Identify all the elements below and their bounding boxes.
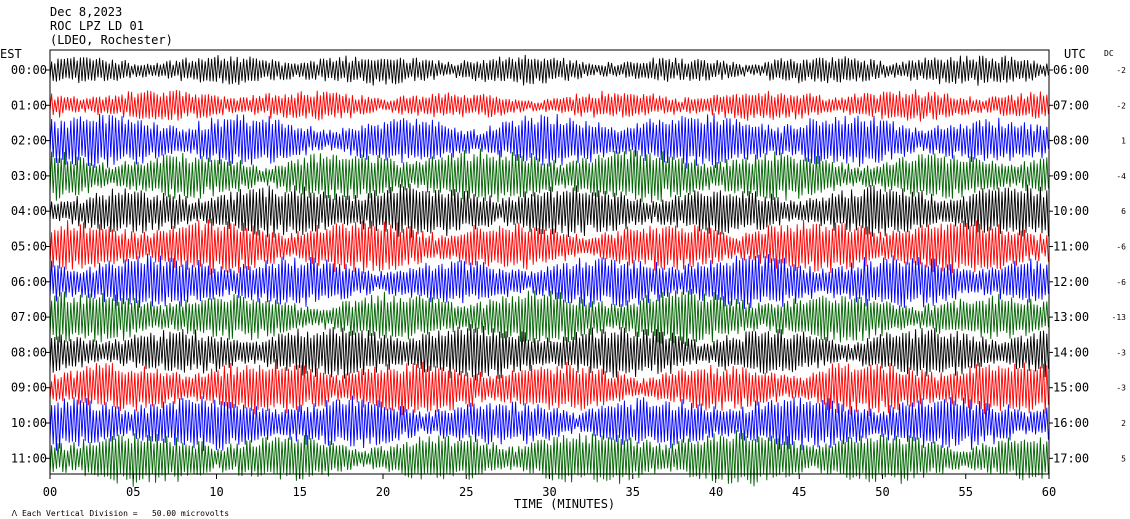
header-network: (LDEO, Rochester) <box>50 33 173 47</box>
x-tick-label: 20 <box>376 485 390 499</box>
row-dc-value: -6 <box>1116 278 1126 287</box>
row-dc-value: -13 <box>1112 313 1127 322</box>
row-label-utc: 17:00 <box>1053 451 1089 465</box>
row-dc-value: 1 <box>1121 137 1126 146</box>
trace-layer <box>49 54 1049 487</box>
row-label-utc: 09:00 <box>1053 169 1089 183</box>
x-tick-label: 55 <box>959 485 973 499</box>
x-tick-label: 50 <box>875 485 889 499</box>
footer-text: Each Vertical Division = 50.00 microvolt… <box>21 509 230 518</box>
x-tick-label: 10 <box>209 485 223 499</box>
trace-row-0100 <box>49 89 1049 122</box>
trace-row-0200 <box>49 113 1049 169</box>
row-dc-value: 6 <box>1121 207 1126 216</box>
row-label-utc: 07:00 <box>1053 98 1089 112</box>
row-label-local: 01:00 <box>11 98 47 112</box>
row-label-local: 10:00 <box>11 416 47 430</box>
row-dc-value: 2 <box>1121 419 1126 428</box>
row-label-local: 02:00 <box>11 134 47 148</box>
x-tick-label: 35 <box>626 485 640 499</box>
row-dc-value: -3 <box>1116 384 1126 393</box>
footer-note: ᐱ Each Vertical Division = 50.00 microvo… <box>2 500 229 518</box>
row-label-local: 00:00 <box>11 63 47 77</box>
x-tick-label: 40 <box>709 485 723 499</box>
trace-row-0400 <box>49 183 1049 238</box>
row-label-local: 11:00 <box>11 451 47 465</box>
row-dc-value: -2 <box>1116 101 1126 110</box>
x-tick-label: 15 <box>293 485 307 499</box>
trace-row-0300 <box>49 148 1049 203</box>
x-tick-label: 45 <box>792 485 806 499</box>
trace-row-0900 <box>49 359 1049 416</box>
x-tick-label: 00 <box>43 485 57 499</box>
x-tick-label: 25 <box>459 485 473 499</box>
x-tick-label: 30 <box>542 485 556 499</box>
row-label-utc: 15:00 <box>1053 381 1089 395</box>
row-label-utc: 13:00 <box>1053 310 1089 324</box>
row-label-local: 06:00 <box>11 275 47 289</box>
right-axis-title: UTC <box>1064 47 1086 61</box>
trace-row-0600 <box>49 253 1049 309</box>
trace-row-0700 <box>49 288 1049 346</box>
row-label-local: 09:00 <box>11 381 47 395</box>
row-label-utc: 11:00 <box>1053 240 1089 254</box>
trace-row-0500 <box>49 218 1049 275</box>
row-dc-value: -3 <box>1116 348 1126 357</box>
row-label-local: 05:00 <box>11 240 47 254</box>
row-label-utc: 12:00 <box>1053 275 1089 289</box>
x-tick-label: 60 <box>1042 485 1056 499</box>
row-label-local: 08:00 <box>11 345 47 359</box>
left-axis-title: EST <box>0 47 22 61</box>
footer-mark: ᐱ <box>11 509 22 518</box>
header-date: Dec 8,2023 <box>50 5 123 19</box>
row-dc-value: 5 <box>1121 454 1126 463</box>
row-label-local: 04:00 <box>11 204 47 218</box>
trace-row-1000 <box>49 395 1049 452</box>
row-label-local: 03:00 <box>11 169 47 183</box>
row-label-utc: 06:00 <box>1053 63 1089 77</box>
header-station: ROC LPZ LD 01 <box>50 19 144 33</box>
row-dc-value: -2 <box>1116 66 1126 75</box>
row-label-local: 07:00 <box>11 310 47 324</box>
row-label-utc: 16:00 <box>1053 416 1089 430</box>
row-label-utc: 10:00 <box>1053 204 1089 218</box>
row-dc-value: -6 <box>1116 243 1126 252</box>
dc-title: DC <box>1104 49 1114 58</box>
row-label-utc: 14:00 <box>1053 345 1089 359</box>
x-axis-title: TIME (MINUTES) <box>514 497 615 511</box>
row-label-utc: 08:00 <box>1053 134 1089 148</box>
row-dc-value: -4 <box>1116 172 1126 181</box>
trace-row-0000 <box>49 54 1049 86</box>
trace-row-0800 <box>49 324 1049 381</box>
x-tick-label: 05 <box>126 485 140 499</box>
